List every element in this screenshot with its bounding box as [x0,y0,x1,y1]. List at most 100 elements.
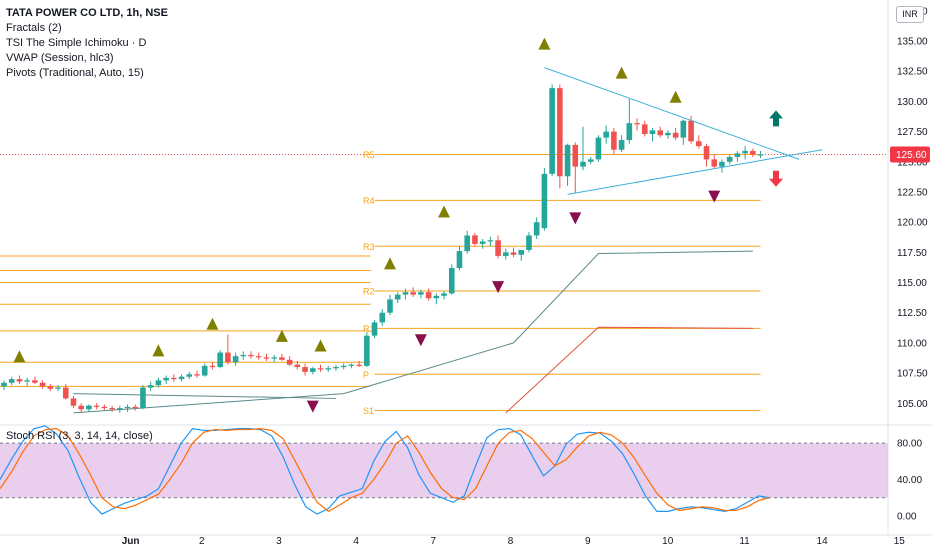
fractal-down-marker [569,212,582,225]
stoch-rsi-band [0,443,888,498]
legend-indicator-vwap[interactable]: VWAP (Session, hlc3) [6,52,114,64]
candle-body [302,367,308,372]
candle-body [8,379,15,383]
candle-body [425,292,432,299]
candle-body [448,268,455,294]
candle-body [70,398,77,406]
stoch-rsi-d-line [0,428,771,513]
time-tick-label: 10 [662,536,674,547]
candle-body [657,130,663,136]
candle-body [225,352,231,363]
candle-body [240,354,247,357]
fractal-up-marker [438,205,451,218]
stoch-rsi-tick-label: 80.00 [897,439,922,450]
candle-body [194,374,200,376]
time-tick-label: 2 [199,536,205,547]
price-tick-label: 122.50 [897,187,928,198]
last-price-label: 125.60 [896,150,927,161]
candle-body [155,380,162,386]
candle-body [719,161,725,167]
candle-body [456,251,463,269]
candle-body [1,382,7,387]
fractal-up-marker [275,329,288,342]
candle-body [549,88,555,174]
candle-body [495,240,501,256]
candle-body [641,124,648,135]
stoch-rsi-k-line [0,425,771,515]
candle-body [186,374,193,377]
candle-body [441,293,447,296]
candle-body [62,387,69,399]
legend-indicator-ichimoku[interactable]: TSI The Simple Ichimoku · D [6,37,147,49]
price-tick-label: 110.00 [897,338,927,349]
candle-body [472,235,478,244]
candle-body [595,137,602,160]
candle-body [541,173,548,229]
stoch-rsi-legend[interactable]: Stoch RSI (3, 3, 14, 14, close) [6,430,153,442]
candle-body [711,159,718,167]
price-tick-label: 132.50 [897,67,928,78]
candle-body [124,406,131,409]
legend-indicator-pivots[interactable]: Pivots (Traditional, Auto, 15) [6,67,144,79]
candle-body [147,385,154,388]
trendline-0 [544,67,800,160]
pivot-label-r1: R1 [363,324,375,334]
candle-body [209,365,216,368]
candle-body [603,131,609,138]
candle-body [201,365,208,376]
candle-body [55,387,61,389]
currency-label[interactable]: INR [896,6,924,23]
ichimoku-line-1 [505,326,753,414]
candle-body [39,382,46,387]
candle-body [132,406,139,409]
price-tick-label: 125.00 [897,157,928,168]
time-tick-label: 15 [894,536,906,547]
candle-body [16,379,23,382]
candle-body [394,294,401,300]
candle-body [364,335,370,366]
candle-body [340,365,347,368]
candle-body [418,292,424,295]
candle-body [279,357,285,360]
candle-body [47,386,54,389]
candle-body [387,299,393,313]
candle-body [86,405,92,410]
price-tick-label: 120.00 [897,218,928,229]
candle-body [742,150,748,154]
candle-body [464,235,470,252]
candle-body [333,367,339,369]
chart-title: TATA POWER CO LTD, 1h, NSE [6,7,168,19]
candle-body [217,352,223,368]
price-tick-label: 117.50 [897,248,927,259]
candle-body [580,161,586,167]
pivot-label-r3: R3 [363,242,375,252]
candle-body [32,380,38,383]
ichimoku-line-0 [73,250,753,414]
stoch-rsi-tick-label: 40.00 [897,475,922,486]
time-tick-label: 7 [431,536,437,547]
legend-indicator-fractals[interactable]: Fractals (2) [6,22,62,34]
candle-body [348,364,355,366]
fractal-up-marker [669,90,682,103]
price-tick-label: 127.50 [897,127,928,138]
candle-body [503,252,509,256]
candle-body [665,132,671,136]
time-tick-label: 4 [353,536,359,547]
candle-body [734,153,741,157]
fractal-down-marker [414,334,427,347]
time-tick-label: 3 [276,536,282,547]
candle-body [618,140,625,150]
candle-body [750,150,756,155]
candle-body [587,159,594,162]
price-tick-label: 115.00 [897,278,927,289]
fractal-down-marker [306,400,319,413]
price-tick-label: 107.50 [897,369,928,380]
candle-body [140,387,146,409]
candle-body [271,357,277,359]
candle-body [78,405,84,410]
candle-body [310,368,316,372]
time-tick-label: Jun [122,536,140,547]
pivot-label-r4: R4 [363,196,375,206]
candle-body [410,292,416,295]
